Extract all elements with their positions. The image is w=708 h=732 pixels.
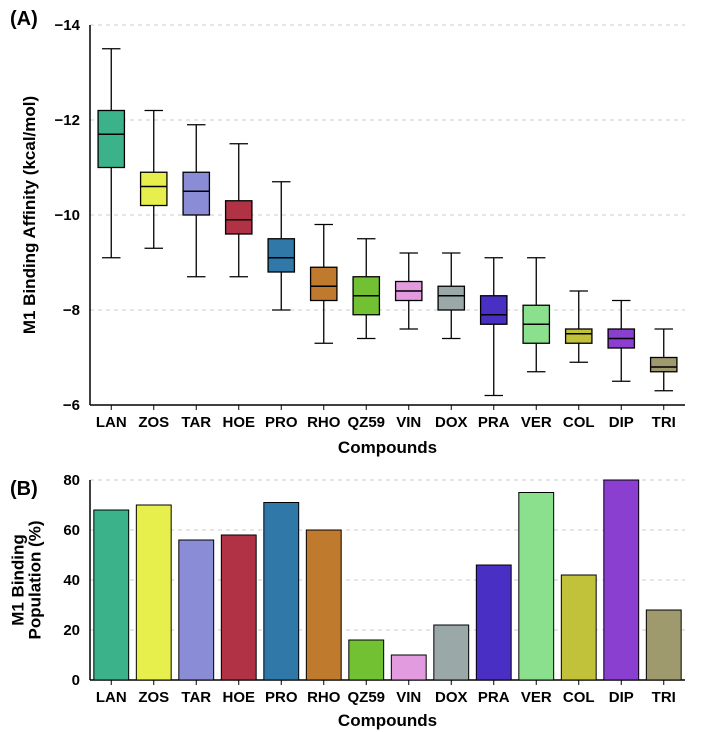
svg-text:0: 0 bbox=[72, 672, 80, 689]
svg-text:HOE: HOE bbox=[222, 689, 255, 706]
svg-text:80: 80 bbox=[63, 472, 80, 489]
svg-text:DOX: DOX bbox=[435, 689, 468, 706]
svg-text:COL: COL bbox=[563, 689, 595, 706]
svg-text:VER: VER bbox=[521, 689, 552, 706]
svg-text:QZ59: QZ59 bbox=[347, 689, 385, 706]
svg-text:RHO: RHO bbox=[307, 689, 341, 706]
svg-text:VIN: VIN bbox=[396, 689, 421, 706]
figure-container: (A) −6−8−10−12−14M1 Binding Affinity (kc… bbox=[0, 0, 708, 732]
svg-text:TRI: TRI bbox=[652, 689, 676, 706]
svg-text:DIP: DIP bbox=[609, 689, 634, 706]
panel-b-barchart: 0 20 40 60 80 M1 BindingPopulation (%) LAN ZOS T… bbox=[0, 0, 708, 732]
svg-text:LAN: LAN bbox=[96, 689, 127, 706]
svg-text:PRO: PRO bbox=[265, 689, 298, 706]
svg-text:PRA: PRA bbox=[478, 689, 510, 706]
svg-text:Compounds: Compounds bbox=[338, 711, 437, 730]
svg-text:60: 60 bbox=[63, 522, 80, 539]
svg-text:ZOS: ZOS bbox=[138, 689, 169, 706]
svg-text:20: 20 bbox=[63, 622, 80, 639]
svg-text:40: 40 bbox=[63, 572, 80, 589]
svg-text:M1 BindingPopulation (%): M1 BindingPopulation (%) bbox=[9, 521, 45, 640]
svg-text:TAR: TAR bbox=[181, 689, 211, 706]
